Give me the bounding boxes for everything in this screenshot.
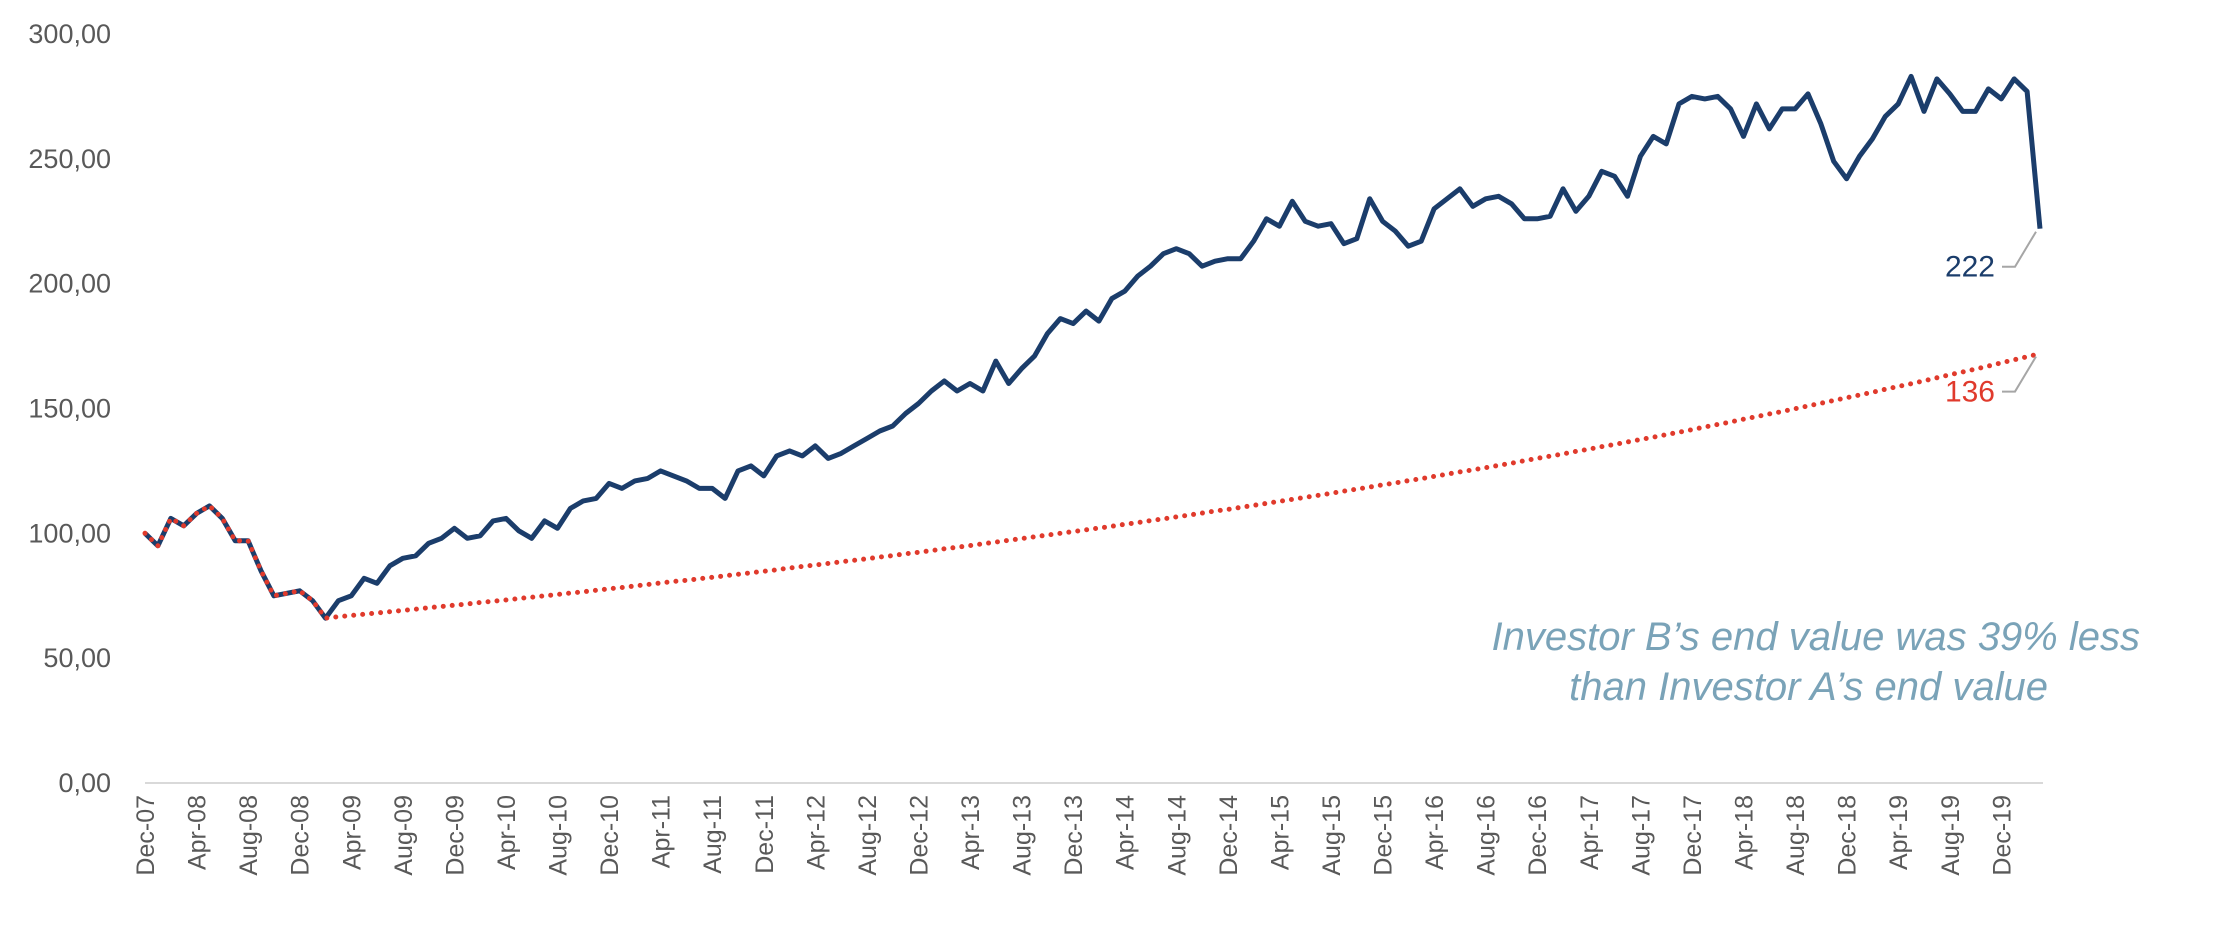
x-tick-label: Dec-14 (1215, 795, 1243, 876)
x-tick-label: Aug-19 (1937, 795, 1965, 876)
x-tick-label: Apr-17 (1576, 795, 1604, 870)
x-tick-label: Apr-19 (1885, 795, 1913, 870)
x-tick-label: Apr-12 (802, 795, 830, 870)
x-tick-label: Apr-08 (184, 795, 212, 870)
x-tick-label: Aug-16 (1473, 795, 1501, 876)
x-tick-label: Dec-16 (1524, 795, 1552, 876)
y-axis: 0,00 50,00 100,00 150,00 200,00 250,00 300,00 (28, 19, 111, 798)
x-tick-label: Dec-17 (1679, 795, 1707, 876)
x-tick-label: Dec-07 (132, 795, 160, 876)
series-b-dotted-line (142, 351, 2043, 621)
series-b-end-label: 136 (1945, 376, 1995, 409)
x-axis: Dec-07 Apr-08 Aug-08 Dec-08 Apr-09 Aug-09 Dec-… (132, 782, 2043, 876)
x-tick-label: Dec-19 (1988, 795, 2016, 876)
x-tick-label: Apr-18 (1731, 795, 1759, 870)
x-tick-label: Aug-18 (1782, 795, 1810, 876)
x-tick-label: Apr-11 (648, 795, 676, 868)
x-tick-label: Dec-11 (751, 795, 779, 874)
y-tick-label: 0,00 (58, 768, 111, 798)
x-tick-label: Aug-10 (545, 795, 573, 876)
x-tick-label: Aug-17 (1627, 795, 1655, 876)
x-tick-label: Aug-09 (390, 795, 418, 876)
x-tick-label: Dec-12 (905, 795, 933, 876)
leader-line (2002, 231, 2037, 268)
x-tick-label: Dec-09 (441, 795, 469, 876)
series-a-end-label: 222 (1945, 251, 1995, 284)
x-tick-label: Dec-08 (287, 795, 315, 876)
x-tick-label: Apr-13 (957, 795, 985, 870)
x-tick-label: Dec-13 (1060, 795, 1088, 876)
x-tick-label: Apr-09 (338, 795, 366, 870)
y-tick-label: 300,00 (28, 19, 111, 49)
annotation-line-2: than Investor A’s end value (1569, 665, 2048, 709)
y-tick-label: 200,00 (28, 269, 111, 299)
annotation-line-1: Investor B’s end value was 39% less (1491, 615, 2141, 659)
leader-line (2002, 356, 2037, 393)
y-tick-label: 100,00 (28, 518, 111, 548)
x-tick-label: Aug-08 (235, 795, 263, 876)
x-tick-label: Dec-15 (1370, 795, 1398, 876)
x-tick-label: Aug-11 (699, 795, 727, 874)
x-tick-label: Aug-15 (1318, 795, 1346, 876)
x-tick-label: Aug-14 (1163, 795, 1191, 876)
x-tick-label: Apr-14 (1112, 795, 1140, 870)
series-group (142, 73, 2043, 621)
y-tick-label: 150,00 (28, 394, 111, 424)
series-a-line (143, 73, 2043, 621)
x-tick-label: Aug-13 (1009, 795, 1037, 876)
x-tick-label: Apr-10 (493, 795, 521, 870)
x-tick-label: Apr-15 (1266, 795, 1294, 870)
x-tick-label: Dec-18 (1834, 795, 1862, 876)
x-tick-label: Aug-12 (854, 795, 882, 876)
annotation-text: Investor B’s end value was 39% less than… (1300, 612, 2141, 712)
y-tick-label: 50,00 (43, 643, 111, 673)
end-labels: 222 136 (1945, 231, 2037, 409)
y-tick-label: 250,00 (28, 144, 111, 174)
x-tick-label: Dec-10 (596, 795, 624, 876)
x-tick-label: Apr-16 (1421, 795, 1449, 870)
